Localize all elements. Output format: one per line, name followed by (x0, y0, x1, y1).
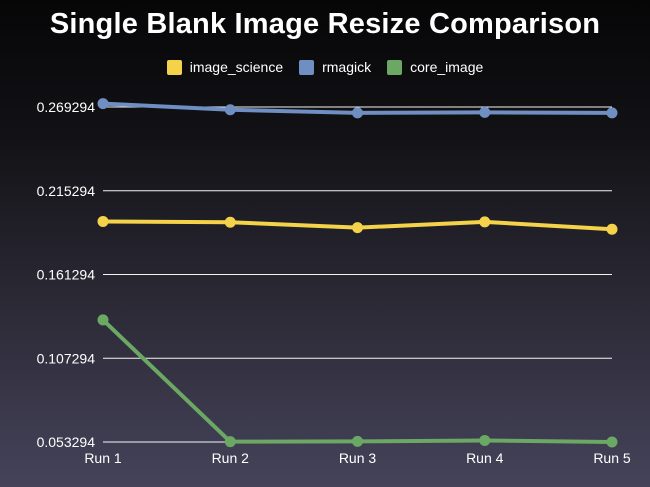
y-tick-label: 0.161294 (37, 267, 96, 283)
data-point-image-science (479, 216, 491, 228)
data-point-core-image (97, 314, 109, 326)
x-tick-label: Run 4 (466, 450, 504, 466)
y-tick-label: 0.107294 (37, 350, 96, 366)
data-point-rmagick (224, 104, 236, 116)
chart-title: Single Blank Image Resize Comparison (49, 8, 601, 40)
data-point-image-science (97, 215, 109, 227)
y-tick-label: 0.215294 (37, 183, 96, 199)
series-line-core-image (101, 317, 614, 444)
data-point-image-science (224, 216, 236, 228)
y-tick-label: 0.053294 (37, 434, 96, 450)
data-point-core-image (606, 436, 618, 448)
legend-item-rmagick: rmagick (299, 59, 371, 75)
data-point-rmagick (479, 106, 491, 118)
legend: image_science rmagick core_image (0, 59, 650, 75)
data-point-core-image (352, 435, 363, 447)
y-tick-label: 0.269294 (37, 99, 96, 115)
x-tick-label: Run 2 (212, 450, 250, 466)
legend-label-image-science: image_science (189, 59, 284, 75)
legend-label-core-image: core_image (410, 59, 484, 75)
data-point-rmagick (97, 98, 109, 110)
legend-label-rmagick: rmagick (322, 59, 372, 75)
data-point-core-image (479, 434, 491, 446)
legend-swatch-image-science (166, 59, 182, 75)
data-point-image-science (352, 222, 363, 234)
x-tick-label: Run 1 (84, 450, 122, 466)
legend-swatch-core-image (387, 59, 403, 75)
data-point-rmagick (606, 107, 618, 119)
x-tick-label: Run 3 (339, 450, 377, 466)
legend-item-core-image: core_image (387, 59, 483, 75)
data-point-image-science (606, 223, 618, 235)
x-tick-label: Run 5 (593, 450, 631, 466)
legend-item-image-science: image_science (166, 59, 284, 75)
legend-swatch-rmagick (299, 59, 315, 75)
data-point-core-image (224, 436, 236, 448)
data-point-rmagick (352, 107, 363, 119)
